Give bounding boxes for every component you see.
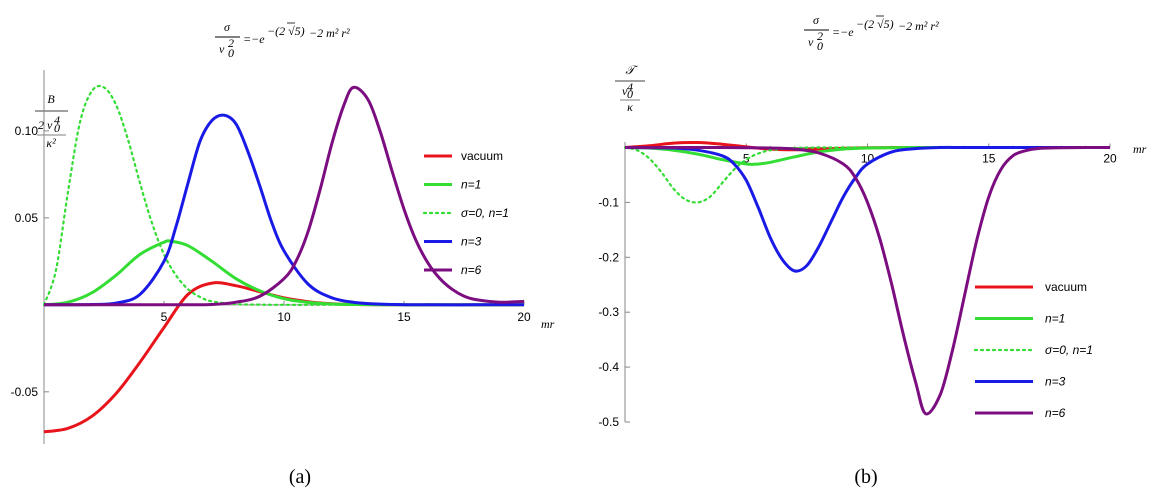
panel-b-title-exp-rest: −2 m² r² xyxy=(898,19,939,33)
panel-b-title: σ v 0 2 =−e −(2 √5) −2 m² r² xyxy=(804,13,939,53)
panel-b-legend-label: n=3 xyxy=(1045,375,1066,389)
panel-b-caption: (b) xyxy=(854,466,877,488)
panel-b-title-v-sup: 2 xyxy=(817,29,823,43)
panel-b-y-tick-label: -0.1 xyxy=(598,195,619,209)
panel-a-legend-label: n=6 xyxy=(461,263,482,277)
panel-b-x-tick-label: 15 xyxy=(982,151,996,165)
panel-b-title-rhs: =−e xyxy=(832,25,854,39)
panel-a-ylabel: B 2 v 0 4 κ² xyxy=(35,92,68,150)
panel-a-axes xyxy=(43,70,524,444)
panel-a-title: σ v 0 2 =−e −(2 √5) −2 m² r² xyxy=(215,20,350,60)
panel-a-series-4 xyxy=(44,85,525,307)
panel-b-ylabel-den-sup: 4 xyxy=(627,80,633,94)
panel-a-x-tick-label: 10 xyxy=(277,310,291,324)
panel-a-title-exp-rest: −2 m² r² xyxy=(309,26,350,40)
panel-a-series-3 xyxy=(43,113,524,307)
panel-b-ylabel-num: 𝒯 xyxy=(625,63,638,77)
panel-b-y-tick-label: -0.3 xyxy=(598,305,619,319)
panel-b-series-3 xyxy=(624,145,1110,273)
panel-a: σ v 0 2 =−e −(2 √5) −2 m² r² B 2 v 0 4 κ… xyxy=(11,20,555,488)
panel-a-caption: (a) xyxy=(289,466,311,488)
panel-b-title-exp: −(2 √5) xyxy=(856,17,894,31)
panel-a-x-tick-label: 5 xyxy=(161,310,168,324)
panel-a-ticks: 5 10 15 20 -0.05 0.05 0.10 xyxy=(11,124,531,399)
panel-b-ylabel: 𝒯 v 0 4 κ xyxy=(615,63,645,114)
panel-b-ylabel-den-sub: 0 xyxy=(627,87,633,101)
panel-b-y-tick-label: -0.2 xyxy=(598,250,619,264)
panel-b-y-tick-label: -0.4 xyxy=(598,360,619,374)
panel-a-title-sigma: σ xyxy=(224,20,231,34)
panel-b-series xyxy=(623,140,1112,416)
panel-a-x-tick-label: 20 xyxy=(517,310,531,324)
panel-b-title-sigma: σ xyxy=(813,13,820,27)
panel-a-title-v: v xyxy=(219,42,225,56)
panel-b-x-tick-label: 20 xyxy=(1103,151,1117,165)
panel-a-xlabel: mr xyxy=(541,317,555,331)
panel-a-ylabel-den-sup: 4 xyxy=(54,113,60,127)
panel-a-y-tick-label: 0.10 xyxy=(15,124,39,138)
panel-b-legend-label: n=6 xyxy=(1045,406,1066,420)
panel-b-xlabel: mr xyxy=(1133,142,1147,156)
panel-b-legend-label: σ=0, n=1 xyxy=(1045,343,1093,357)
panel-a-ylabel-den: 2 v xyxy=(38,118,53,132)
panel-b-ticks: 5 10 15 20-0.1-0.2-0.3-0.4-0.5 xyxy=(598,143,1117,429)
panel-a-title-exp: −(2 √5) xyxy=(267,24,305,38)
panel-a-legend-label: n=1 xyxy=(461,178,481,192)
panel-a-ylabel-den-sub: 0 xyxy=(54,121,60,135)
panel-a-title-v-sup: 2 xyxy=(228,36,234,50)
panel-a-ylabel-num: B xyxy=(47,92,55,106)
panel-a-legend-label: σ=0, n=1 xyxy=(461,206,509,220)
panel-b-legend: vacuum n=1 σ=0, n=1 n=3 n=6 xyxy=(973,280,1093,420)
panel-a-series xyxy=(42,84,526,434)
panel-b-series-4 xyxy=(624,145,1111,416)
panel-b-title-v-sub: 0 xyxy=(817,39,823,53)
panel-b-legend-label: n=1 xyxy=(1045,312,1065,326)
panel-a-legend-label: vacuum xyxy=(461,149,503,163)
panel-a-series-2 xyxy=(42,84,526,306)
panel-b-ylabel-kappa: κ xyxy=(627,100,633,114)
panel-a-ylabel-kappa: κ² xyxy=(46,136,56,150)
panel-a-y-tick-label: -0.05 xyxy=(11,385,39,399)
panel-b-ylabel-den: v xyxy=(622,84,628,98)
panel-a-title-v-sub: 0 xyxy=(228,46,234,60)
panel-b-axes xyxy=(624,142,1110,422)
panel-a-legend: vacuum n=1 σ=0, n=1 n=3 n=6 xyxy=(422,149,509,277)
panel-a-title-rhs: =−e xyxy=(243,32,265,46)
panel-a-x-tick-label: 15 xyxy=(397,310,411,324)
panel-b-legend-label: vacuum xyxy=(1045,280,1087,294)
panel-b-y-tick-label: -0.5 xyxy=(598,415,619,429)
panel-b: σ v 0 2 =−e −(2 √5) −2 m² r² 𝒯 v 0 4 κ 5… xyxy=(598,13,1146,488)
panel-a-y-tick-label: 0.05 xyxy=(15,211,39,225)
panel-b-title-v: v xyxy=(808,35,814,49)
panel-a-legend-label: n=3 xyxy=(461,235,482,249)
